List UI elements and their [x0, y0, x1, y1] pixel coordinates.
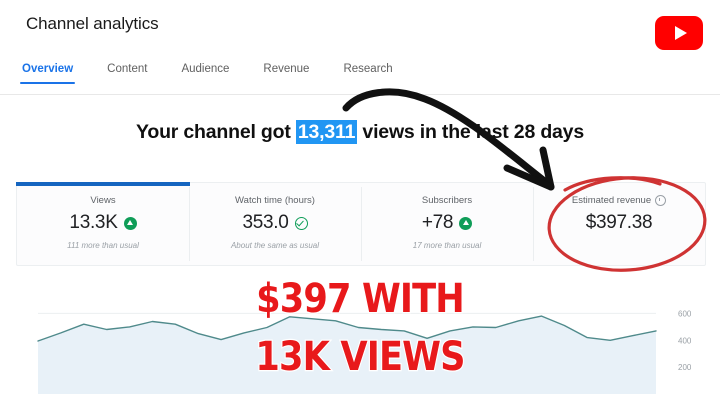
- metric-value: 353.0: [242, 212, 289, 233]
- page-title: Channel analytics: [26, 14, 159, 33]
- youtube-logo: [655, 16, 703, 50]
- tab-research[interactable]: Research: [343, 63, 393, 75]
- metric-subtext: 111 more than usual: [67, 241, 139, 250]
- metric-card-subscribers[interactable]: Subscribers +78 17 more than usual: [361, 183, 533, 265]
- overlay-headline-line2: 13K VIEWS: [254, 333, 466, 382]
- metric-label: Subscribers: [421, 194, 473, 206]
- revenue-label-row: Estimated revenue: [533, 194, 705, 207]
- chart-y-tick-label: 200: [678, 363, 692, 372]
- views-value-row: 13.3K: [17, 210, 189, 236]
- tabs-divider: [0, 94, 720, 95]
- subscribers-value-row: +78: [361, 210, 533, 236]
- metric-card-views[interactable]: Views 13.3K 111 more than usual: [16, 182, 190, 265]
- chart-line: [37, 315, 657, 342]
- headline: Your channel got 13,311 views in the las…: [0, 120, 720, 144]
- play-triangle-icon: [674, 26, 687, 40]
- chart-y-tick-label: 400: [678, 336, 692, 345]
- metric-label: Views: [90, 194, 116, 206]
- metric-label: Watch time (hours): [235, 194, 315, 206]
- arrow-up-badge-icon: [459, 216, 473, 230]
- chart-svg: 600 400 200: [16, 296, 704, 404]
- metric-card-estimated-revenue[interactable]: Estimated revenue $397.38: [533, 183, 705, 265]
- headline-after: views in the last 28 days: [357, 121, 584, 143]
- headline-before: Your channel got: [136, 121, 296, 143]
- tab-content[interactable]: Content: [107, 63, 148, 75]
- chart-y-axis-ticks: 600 400 200: [678, 309, 692, 372]
- revenue-value-row: $397.38: [533, 210, 705, 236]
- subscribers-label-row: Subscribers: [361, 194, 533, 207]
- tab-audience[interactable]: Audience: [181, 63, 230, 75]
- tab-revenue[interactable]: Revenue: [263, 63, 310, 75]
- tab-overview[interactable]: Overview: [19, 63, 76, 84]
- views-trend-chart[interactable]: 600 400 200: [16, 296, 704, 404]
- metric-value: $397.38: [585, 212, 653, 233]
- metric-card-watch-time[interactable]: Watch time (hours) 353.0 About the same …: [189, 183, 361, 265]
- headline-views-highlight: 13,311: [295, 120, 358, 144]
- arrow-up-badge-icon: [123, 216, 137, 230]
- analytics-tabs: Overview Content Audience Revenue Resear…: [19, 63, 427, 84]
- clock-icon[interactable]: [655, 195, 667, 206]
- chart-y-tick-label: 600: [678, 309, 692, 318]
- metric-label: Estimated revenue: [571, 194, 652, 206]
- metric-subtext: About the same as usual: [230, 241, 320, 250]
- views-label-row: Views: [17, 194, 189, 207]
- check-badge-icon: [294, 216, 308, 230]
- metric-subtext: 17 more than usual: [412, 241, 482, 250]
- overlay-headline-line1: $397 WITH: [255, 275, 466, 324]
- watch-time-value-row: 353.0: [189, 210, 361, 236]
- chart-area-fill: [38, 316, 656, 394]
- metric-cards: Views 13.3K 111 more than usual Watch ti…: [16, 182, 706, 266]
- metric-value: 13.3K: [69, 212, 118, 233]
- watch-time-label-row: Watch time (hours): [189, 194, 361, 207]
- metric-value: +78: [421, 212, 454, 233]
